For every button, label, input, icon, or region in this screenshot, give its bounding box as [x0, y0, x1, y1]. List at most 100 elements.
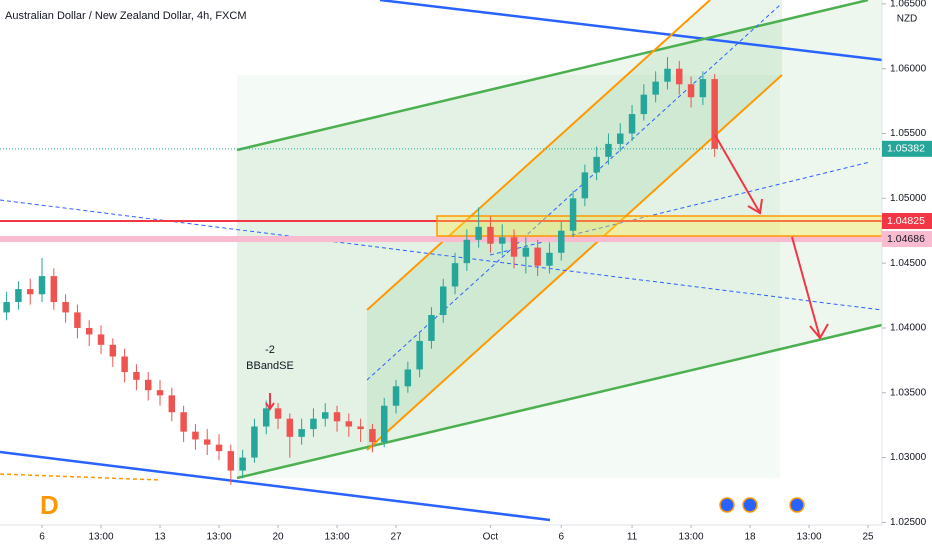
x-tick-label: 25 [863, 532, 875, 543]
chart-title: Australian Dollar / New Zealand Dollar, … [5, 10, 246, 22]
dashed-line [0, 199, 883, 311]
candle-body [121, 356, 128, 373]
candle-body [404, 369, 412, 387]
candle-body [357, 426, 364, 430]
dashed-line [0, 473, 161, 481]
candle-body [711, 79, 718, 149]
y-tick-label: 1.02500 [890, 517, 927, 528]
candle-body [38, 276, 46, 295]
price-label: 1.04686 [887, 233, 925, 245]
event-icon[interactable] [742, 497, 758, 513]
x-tick-label: 13:00 [679, 532, 704, 543]
candle-body [274, 408, 282, 419]
level-band [0, 236, 882, 243]
drawings [0, 0, 883, 522]
price-label-box [882, 231, 932, 248]
annotation: BBandSE [246, 360, 294, 372]
candle-body [168, 395, 176, 413]
levels [0, 148, 882, 243]
candle-body [156, 390, 164, 396]
candle-body [3, 302, 10, 313]
candle-body [593, 156, 600, 173]
candle-body [239, 457, 246, 471]
x-tick-label: Oct [483, 532, 499, 543]
candle-body [439, 286, 447, 315]
annotation: -2 [265, 344, 275, 356]
candle-body [617, 133, 624, 144]
candle-body [558, 230, 565, 253]
candle-body [97, 334, 105, 345]
candle-body [180, 412, 187, 432]
candle-body [475, 226, 482, 240]
dashed-line [366, 4, 781, 381]
price-label-box [882, 213, 932, 230]
candle-body [227, 451, 235, 471]
candle-body [192, 431, 199, 440]
x-tick-label: 13:00 [325, 532, 350, 543]
price-label-box [882, 140, 932, 157]
candle-body [416, 340, 423, 370]
candle-body [428, 315, 435, 341]
candle-body [15, 289, 22, 303]
candle-body [251, 426, 258, 458]
blue-trend-line [379, 0, 883, 62]
candle-body [569, 198, 577, 231]
event-icon[interactable] [789, 497, 805, 513]
axes: 1.02500 1.03000 1.03500 1.04000 1.04500 1.050… [39, 0, 932, 543]
y-tick-label: 1.05500 [890, 128, 927, 139]
y-tick-label: 1.04000 [890, 323, 927, 334]
currency: NZD [897, 14, 918, 25]
candle-body [74, 312, 81, 328]
candle-body [463, 239, 471, 264]
x-tick-label: 13:00 [797, 532, 822, 543]
candle-body [676, 68, 683, 85]
orange-line [366, 0, 711, 311]
candle-body [85, 327, 93, 335]
candle-body [640, 94, 648, 115]
candle-body [487, 226, 494, 244]
price-axis [882, 0, 932, 550]
candle-body [62, 302, 69, 313]
candle-body [652, 81, 659, 95]
price-label: 1.04825 [887, 215, 925, 227]
candle-body [546, 252, 553, 266]
candle-body [109, 344, 117, 357]
y-tick-label: 1.04500 [890, 258, 927, 269]
x-tick-label: 20 [272, 532, 284, 543]
x-tick-label: 13:00 [207, 532, 232, 543]
candle-body [215, 444, 223, 452]
zone-fill [237, 75, 780, 478]
candle-body [133, 372, 140, 380]
candle-body [298, 429, 305, 437]
candle-body [581, 172, 589, 199]
y-tick-label: 1.03500 [890, 387, 927, 398]
arrow-head [265, 402, 275, 411]
price-label: 1.05382 [887, 143, 925, 155]
candle-body [262, 408, 270, 427]
y-tick-label: 1.06000 [890, 63, 927, 74]
candles [3, 57, 718, 485]
candle-body [50, 276, 58, 303]
candle-body [534, 247, 541, 266]
candle-body [605, 143, 612, 157]
candle-body [144, 379, 152, 391]
event-icons [719, 497, 805, 513]
time-axis [0, 525, 882, 550]
candle-body [321, 412, 329, 419]
y-tick-label: 1.06500 [890, 0, 927, 10]
event-icon[interactable] [719, 497, 735, 513]
candle-body [345, 421, 353, 427]
candle-body [687, 84, 695, 98]
candle-body [451, 263, 459, 287]
arrows [265, 134, 829, 411]
arrow-head [809, 323, 829, 340]
y-tick-label: 1.05000 [890, 193, 927, 204]
y-tick-label: 1.03000 [890, 452, 927, 463]
candle-body [522, 247, 530, 257]
x-tick-label: 13 [154, 532, 166, 543]
x-tick-label: 6 [39, 532, 45, 543]
green-line [236, 323, 883, 480]
candle-body [310, 418, 317, 430]
